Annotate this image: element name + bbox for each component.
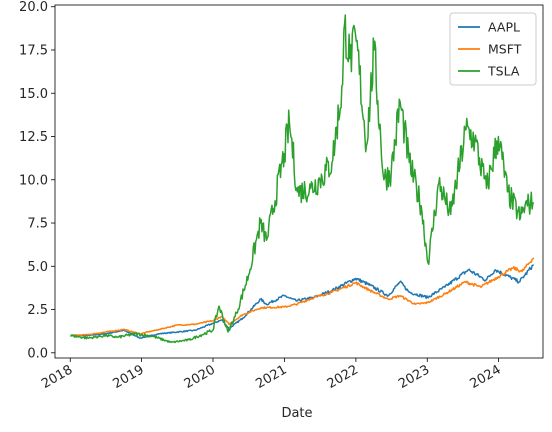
x-tick-label: 2021 <box>253 362 289 392</box>
x-tick-label: 2023 <box>396 362 432 392</box>
x-axis: 2018 2019 2020 2021 2022 2023 2024 <box>39 358 504 392</box>
y-tick-label: 2.5 <box>27 303 48 318</box>
legend-label-tsla: TSLA <box>487 64 520 79</box>
legend-label-msft: MSFT <box>488 42 522 57</box>
y-tick-label: 7.5 <box>27 217 48 232</box>
legend-label-aapl: AAPL <box>488 20 520 35</box>
y-tick-label: 17.5 <box>19 43 48 58</box>
plot-frame <box>54 4 544 359</box>
y-tick-label: 10.0 <box>19 173 48 188</box>
y-tick-label: 20.0 <box>19 0 48 15</box>
y-axis: 0.0 2.5 5.0 7.5 10.0 12.5 15.0 17.5 20.0 <box>19 0 55 361</box>
x-axis-label: Date <box>281 406 312 421</box>
x-tick-label: 2022 <box>325 362 361 392</box>
y-tick-label: 12.5 <box>19 130 48 145</box>
x-tick-label: 2018 <box>39 362 75 392</box>
x-tick-label: 2020 <box>182 362 218 392</box>
x-tick-label: 2024 <box>467 362 503 392</box>
series-layer <box>70 14 535 344</box>
y-tick-label: 0.0 <box>27 346 48 361</box>
y-tick-label: 5.0 <box>27 260 48 275</box>
legend-box <box>449 12 537 86</box>
series-line-tsla <box>70 14 535 344</box>
legend: AAPL MSFT TSLA <box>449 12 537 86</box>
y-tick-label: 15.0 <box>19 87 48 102</box>
series-line-msft <box>70 257 535 337</box>
x-tick-label: 2019 <box>110 362 146 392</box>
